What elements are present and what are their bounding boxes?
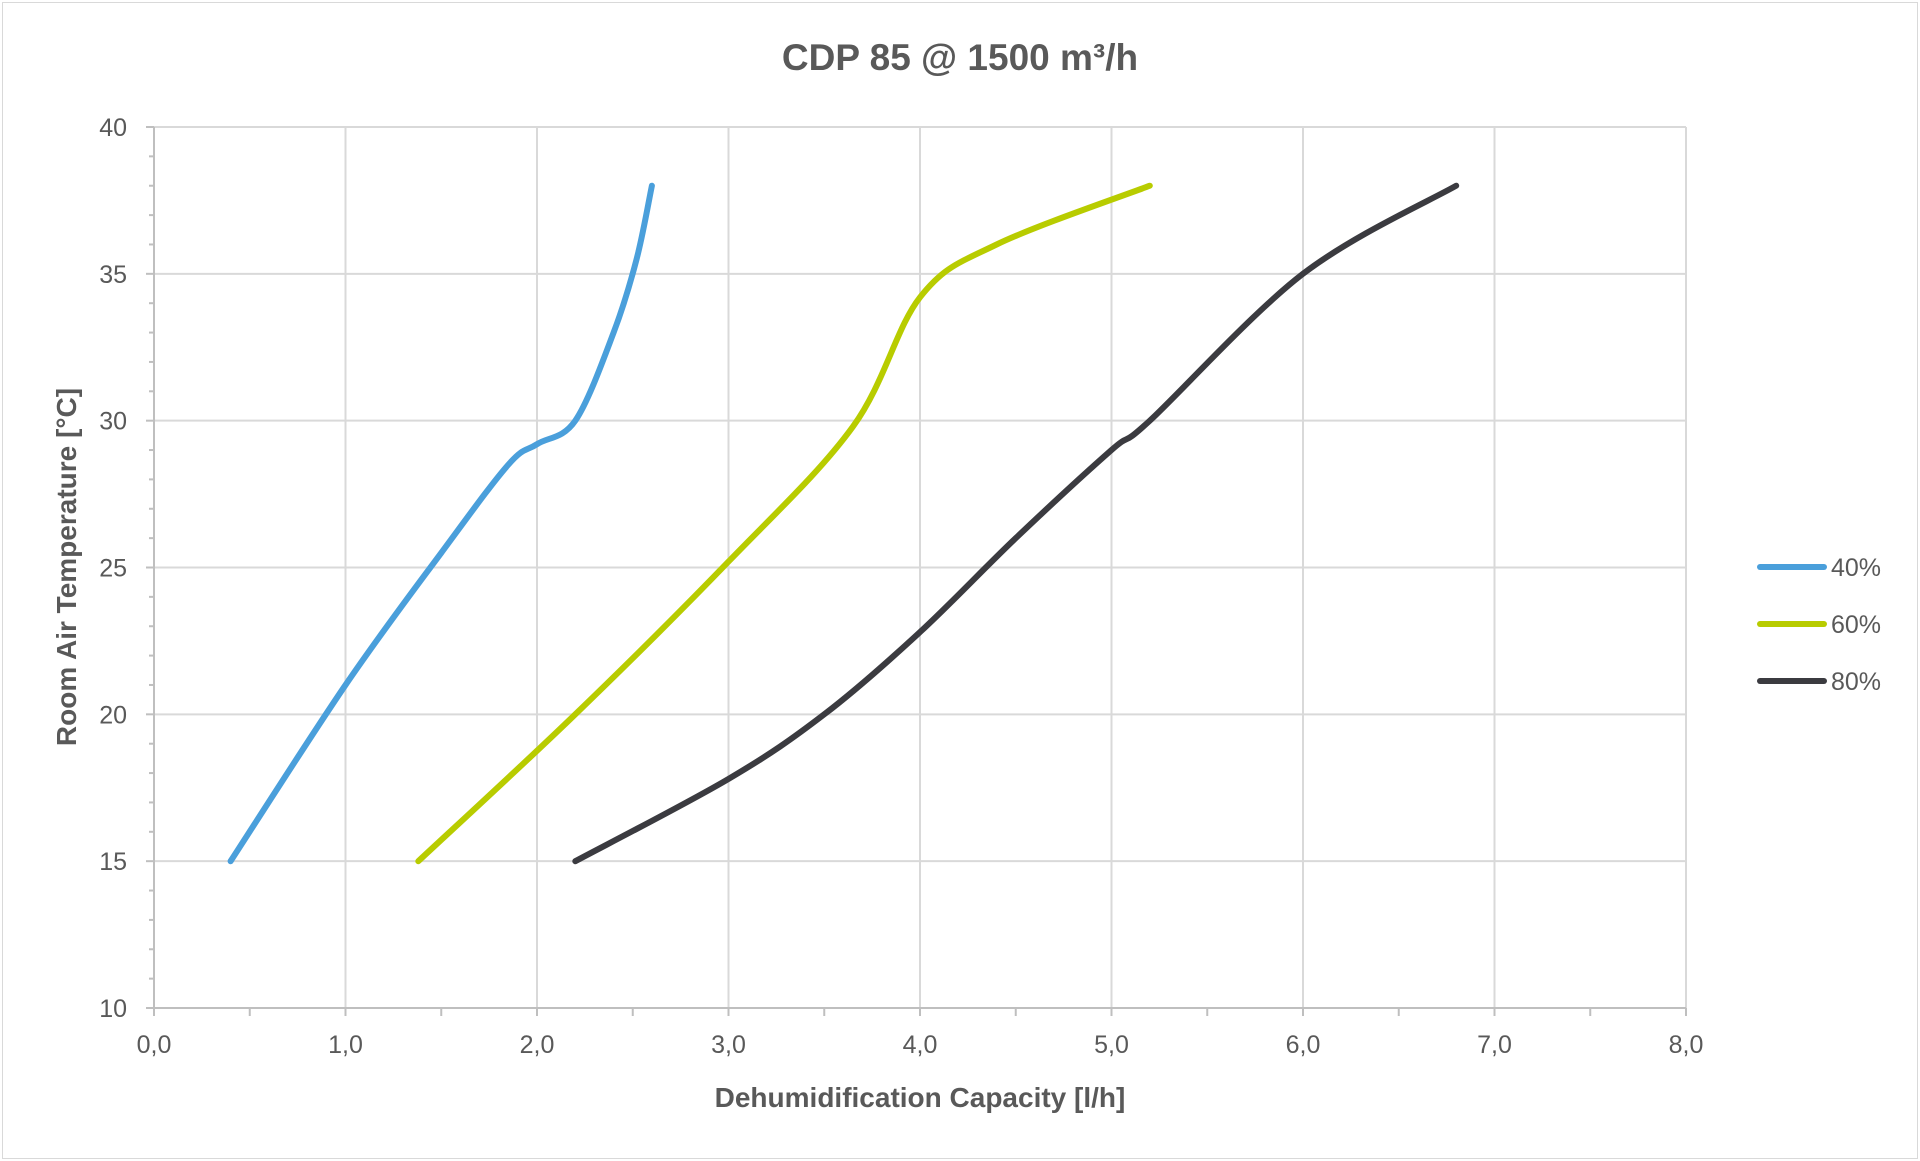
series-group bbox=[227, 182, 1460, 865]
legend-label-40pct: 40% bbox=[1831, 554, 1881, 582]
x-tick-label: 7,0 bbox=[1477, 1031, 1512, 1059]
x-axis-label: Dehumidification Capacity [l/h] bbox=[715, 1082, 1126, 1113]
x-tick-label: 6,0 bbox=[1286, 1031, 1321, 1059]
axes bbox=[146, 126, 1687, 1016]
y-axis-label: Room Air Temperature [°C] bbox=[51, 388, 82, 746]
legend: 40% 60% 80% bbox=[1757, 554, 1881, 696]
series-line-80pct bbox=[572, 182, 1460, 865]
x-tick-label: 0,0 bbox=[137, 1031, 172, 1059]
series-line-40pct bbox=[227, 182, 655, 865]
y-tick-label: 25 bbox=[99, 555, 127, 583]
y-tick-label: 30 bbox=[99, 408, 127, 436]
x-tick-label: 5,0 bbox=[1094, 1031, 1129, 1059]
x-tick-label: 1,0 bbox=[328, 1031, 363, 1059]
y-tick-label: 15 bbox=[99, 848, 127, 876]
x-tick-label: 8,0 bbox=[1669, 1031, 1704, 1059]
x-tick-label: 2,0 bbox=[520, 1031, 555, 1059]
chart-title: CDP 85 @ 1500 m³/h bbox=[782, 37, 1138, 78]
y-tick-label: 20 bbox=[99, 701, 127, 729]
x-tick-label: 4,0 bbox=[903, 1031, 938, 1059]
x-tick-label: 3,0 bbox=[711, 1031, 746, 1059]
grid bbox=[154, 126, 1687, 1008]
tick-labels: 0,0 1,0 2,0 3,0 4,0 5,0 6,0 7,0 8,0 10 15 20 25 30 35 4… bbox=[99, 114, 1703, 1059]
y-tick-label: 35 bbox=[99, 261, 127, 289]
series-line-60pct bbox=[415, 182, 1153, 865]
legend-label-60pct: 60% bbox=[1831, 611, 1881, 639]
y-tick-label: 40 bbox=[99, 114, 127, 142]
legend-label-80pct: 80% bbox=[1831, 668, 1881, 696]
y-tick-label: 10 bbox=[99, 995, 127, 1023]
